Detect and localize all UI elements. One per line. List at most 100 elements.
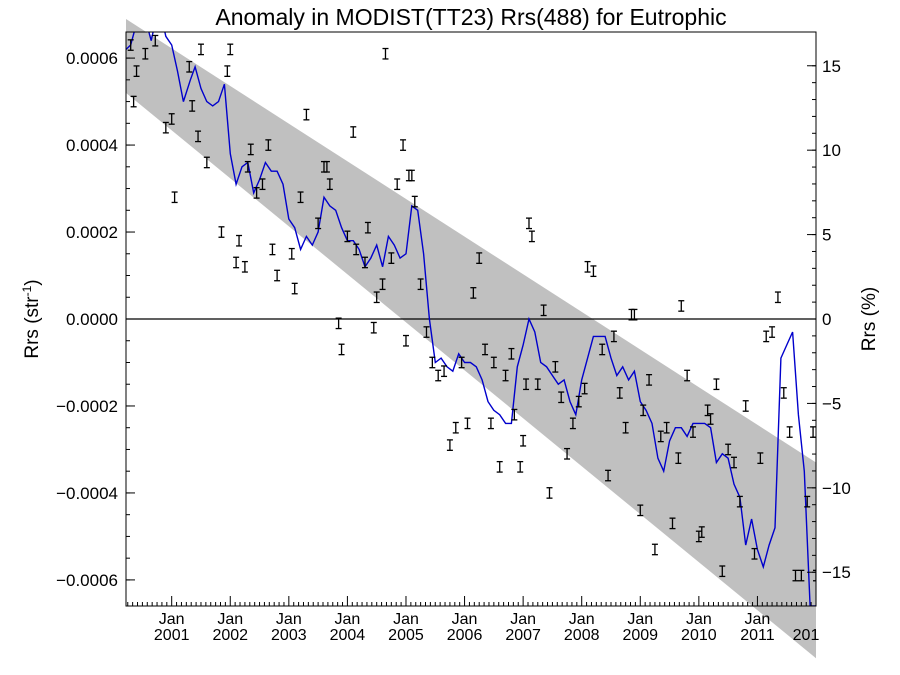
data-point: [684, 369, 691, 382]
data-point: [388, 252, 395, 264]
chart-title: Anomaly in MODIST(TT23) Rrs(488) for Eut…: [215, 4, 726, 30]
data-point: [402, 334, 409, 347]
data-point: [528, 230, 535, 243]
x-tick-year: 2007: [505, 627, 541, 644]
data-point: [417, 278, 424, 291]
data-point: [792, 569, 799, 582]
data-point: [152, 34, 159, 47]
y2-tick-label: 10: [822, 141, 841, 160]
data-point: [698, 526, 705, 538]
data-point: [269, 243, 276, 256]
data-point: [253, 187, 260, 199]
data-point: [288, 247, 295, 260]
data-point: [605, 469, 612, 482]
data-point: [707, 413, 714, 425]
data-point: [476, 252, 483, 264]
y2-tick-label: −5: [822, 394, 841, 413]
y2-tick-label: −15: [822, 563, 851, 582]
data-point: [669, 517, 676, 530]
data-point: [637, 504, 644, 517]
x-tick-year: 2010: [681, 627, 717, 644]
data-point: [274, 269, 281, 282]
data-point: [247, 143, 254, 156]
data-point: [610, 330, 617, 343]
data-point: [458, 356, 465, 369]
data-point: [523, 378, 530, 391]
data-point: [622, 421, 629, 434]
data-point: [482, 343, 489, 356]
x-tick-label: Jan: [569, 611, 595, 628]
y2-tick-label: −10: [822, 479, 851, 498]
data-point: [130, 95, 137, 108]
data-point: [147, 18, 153, 28]
confidence-band: [126, 19, 816, 659]
y2-tick-label: 5: [822, 226, 831, 245]
data-point: [511, 408, 518, 421]
data-point: [364, 221, 371, 234]
data-point: [382, 47, 389, 60]
data-point: [564, 447, 571, 460]
data-point: [798, 569, 805, 582]
x-tick-year: 2009: [622, 627, 658, 644]
y-tick-label: 0.0004: [66, 136, 118, 155]
data-point: [291, 282, 298, 295]
data-point: [552, 360, 559, 373]
data-point: [227, 43, 234, 56]
data-point: [719, 565, 726, 578]
data-point: [203, 156, 210, 169]
data-point: [640, 404, 647, 417]
data-point: [663, 421, 670, 434]
data-point: [713, 378, 720, 391]
data-point: [197, 43, 204, 56]
points-layer: [127, 1, 816, 582]
x-tick-year: 2008: [564, 627, 600, 644]
data-point: [186, 60, 193, 73]
data-point: [786, 426, 793, 438]
data-point: [127, 39, 134, 51]
data-point: [429, 356, 436, 369]
x-tick-year: 2002: [212, 627, 248, 644]
data-point: [599, 343, 606, 356]
data-point: [695, 530, 702, 543]
y2-tick-label: 15: [822, 57, 841, 76]
data-point: [742, 400, 749, 412]
data-point: [769, 326, 776, 338]
y-axis-label: Rrs (str-1): [20, 279, 43, 358]
data-point: [338, 343, 345, 356]
x-tick-year: 2003: [271, 627, 307, 644]
y-tick-label: −0.0004: [56, 484, 118, 503]
data-point: [534, 378, 541, 391]
data-point: [435, 369, 442, 382]
data-point: [651, 543, 658, 556]
x-tick-label: Jan: [335, 611, 361, 628]
x-tick-year: 2006: [447, 627, 483, 644]
data-point: [517, 460, 524, 473]
data-point: [323, 160, 330, 173]
data-point: [236, 234, 243, 247]
data-point: [233, 256, 240, 269]
y-tick-label: −0.0006: [56, 571, 118, 590]
data-point: [730, 456, 737, 469]
y-tick-label: 0.0002: [66, 223, 118, 242]
data-point: [303, 108, 310, 121]
x-tick-year: 2001: [154, 627, 190, 644]
data-point: [804, 495, 811, 508]
data-point: [496, 460, 503, 473]
y-tick-label: −0.0002: [56, 397, 118, 416]
data-point: [502, 369, 509, 382]
data-point: [689, 426, 696, 438]
y2-axis-label: Rrs (%): [859, 287, 880, 351]
data-point: [508, 347, 515, 360]
x-tick-label: Jan: [393, 611, 419, 628]
x-tick-label: Jan: [452, 611, 478, 628]
data-point: [616, 387, 623, 399]
data-point: [540, 304, 547, 317]
x-tick-label: Jan: [510, 611, 536, 628]
data-point: [487, 417, 494, 430]
data-point: [675, 452, 682, 465]
data-point: [149, 1, 155, 11]
x-tick-year: 2011: [740, 627, 775, 644]
data-point: [394, 178, 401, 191]
x-tick-label: Jan: [276, 611, 302, 628]
data-point: [195, 130, 202, 143]
